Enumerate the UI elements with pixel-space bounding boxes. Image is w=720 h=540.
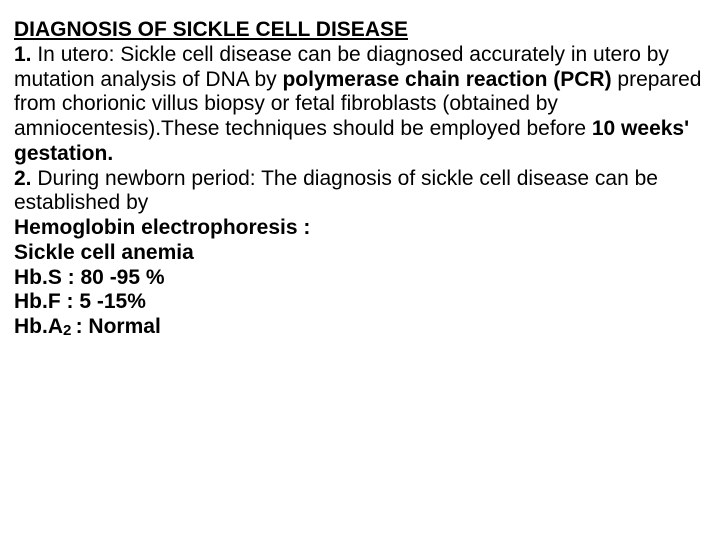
slide-title: DIAGNOSIS OF SICKLE CELL DISEASE: [14, 18, 408, 41]
hba2-value: : Normal: [76, 315, 161, 338]
hba2-subscript: 2: [63, 322, 76, 339]
item-2-number: 2.: [14, 167, 32, 190]
hbf-value: : 5 -15%: [67, 290, 146, 313]
item-2-text: During newborn period: The diagnosis of …: [14, 167, 658, 215]
hemoglobin-electrophoresis-label: Hemoglobin electrophoresis :: [14, 216, 310, 239]
item-1-number: 1.: [14, 43, 32, 66]
hbf-label: Hb.F: [14, 290, 67, 313]
slide-text-block: DIAGNOSIS OF SICKLE CELL DISEASE 1. In u…: [14, 18, 706, 340]
hbs-label: Hb.S: [14, 266, 68, 289]
hbs-value: : 80 -95 %: [68, 266, 165, 289]
sickle-cell-anemia-label: Sickle cell anemia: [14, 241, 194, 264]
item-1-bold-pcr: polymerase chain reaction (PCR): [282, 68, 617, 91]
item-1-lead: In utero:: [32, 43, 115, 66]
hba2-label-pre: Hb.A: [14, 315, 63, 338]
slide: DIAGNOSIS OF SICKLE CELL DISEASE 1. In u…: [0, 0, 720, 540]
